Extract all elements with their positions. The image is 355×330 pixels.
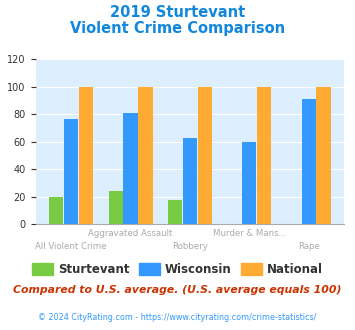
Bar <box>242 142 256 224</box>
Text: 2019 Sturtevant: 2019 Sturtevant <box>110 5 245 20</box>
Bar <box>198 87 212 224</box>
Bar <box>64 118 78 224</box>
Bar <box>138 87 153 224</box>
Bar <box>257 87 271 224</box>
Bar <box>316 87 331 224</box>
Text: Rape: Rape <box>298 242 320 250</box>
Bar <box>183 138 197 224</box>
Legend: Sturtevant, Wisconsin, National: Sturtevant, Wisconsin, National <box>27 258 328 281</box>
Text: © 2024 CityRating.com - https://www.cityrating.com/crime-statistics/: © 2024 CityRating.com - https://www.city… <box>38 314 317 322</box>
Bar <box>79 87 93 224</box>
Bar <box>124 113 138 224</box>
Bar <box>49 197 64 224</box>
Text: Murder & Mans...: Murder & Mans... <box>213 229 286 238</box>
Text: Violent Crime Comparison: Violent Crime Comparison <box>70 21 285 36</box>
Text: Aggravated Assault: Aggravated Assault <box>88 229 173 238</box>
Bar <box>168 200 182 224</box>
Bar <box>109 191 123 224</box>
Text: Compared to U.S. average. (U.S. average equals 100): Compared to U.S. average. (U.S. average … <box>13 285 342 295</box>
Text: Robbery: Robbery <box>172 242 208 250</box>
Text: All Violent Crime: All Violent Crime <box>36 242 107 250</box>
Bar <box>302 99 316 224</box>
